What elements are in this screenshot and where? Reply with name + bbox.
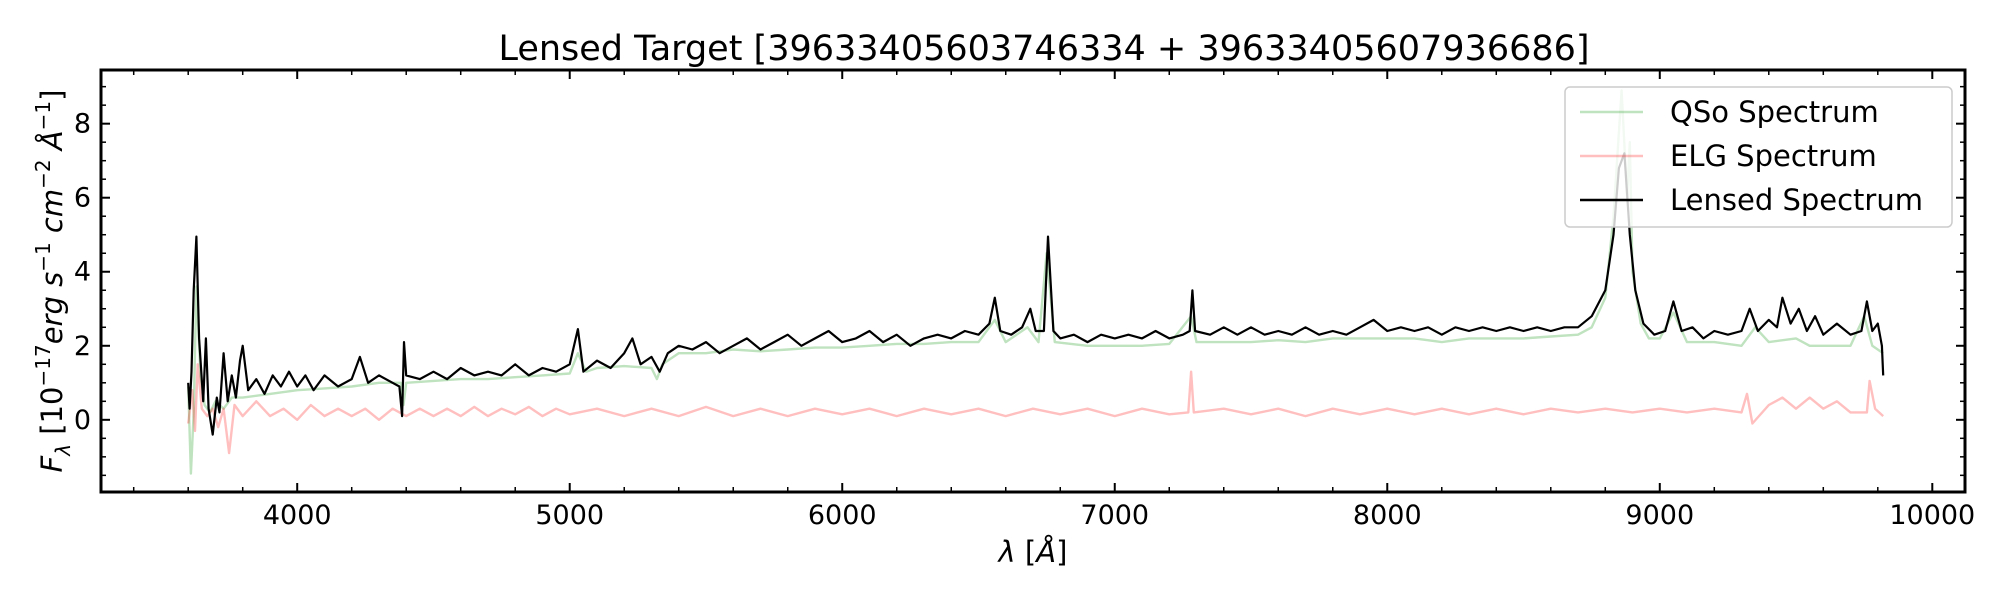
legend: QSo Spectrum ELG Spectrum Lensed Spectrum	[1564, 86, 1953, 228]
y-tick-label: 6	[74, 183, 91, 214]
x-tick-label: 4000	[263, 500, 332, 531]
chart-title: Lensed Target [39633405603746334 + 39633…	[498, 29, 1589, 69]
x-tick-label: 5000	[535, 500, 604, 531]
legend-label-lensed-spectrum: Lensed Spectrum	[1670, 183, 1923, 217]
plot-frame	[99, 68, 1967, 494]
x-tick-label: 7000	[1080, 500, 1149, 531]
x-tick-label: 9000	[1625, 500, 1694, 531]
series-line-qso-spectrum	[187, 89, 1884, 475]
legend-label-qso-spectrum: QSo Spectrum	[1670, 95, 1879, 129]
y-tick-label: 0	[74, 405, 91, 436]
y-axis-label: Fλ [10−17erg s−1 cm−2 Å−1]	[31, 90, 75, 473]
plot-area: 4000 5000 6000 7000 8000 9000 10000 0 2 4 6 8	[74, 68, 1975, 531]
y-tick-label: 2	[74, 331, 91, 362]
series-layer	[187, 89, 1885, 475]
series-line-lensed-spectrum	[187, 152, 1885, 436]
ticks-layer: 4000 5000 6000 7000 8000 9000 10000 0 2 4 6 8	[74, 70, 1975, 531]
x-axis-label: λ [Å]	[997, 535, 1068, 569]
x-tick-label: 10000	[1889, 500, 1975, 531]
legend-frame	[1564, 86, 1953, 228]
y-tick-label: 4	[74, 257, 91, 288]
legend-label-elg-spectrum: ELG Spectrum	[1670, 139, 1877, 173]
series-line-elg-spectrum	[187, 363, 1885, 455]
y-tick-label: 8	[74, 109, 91, 140]
x-tick-label: 6000	[808, 500, 877, 531]
x-tick-label: 8000	[1353, 500, 1422, 531]
